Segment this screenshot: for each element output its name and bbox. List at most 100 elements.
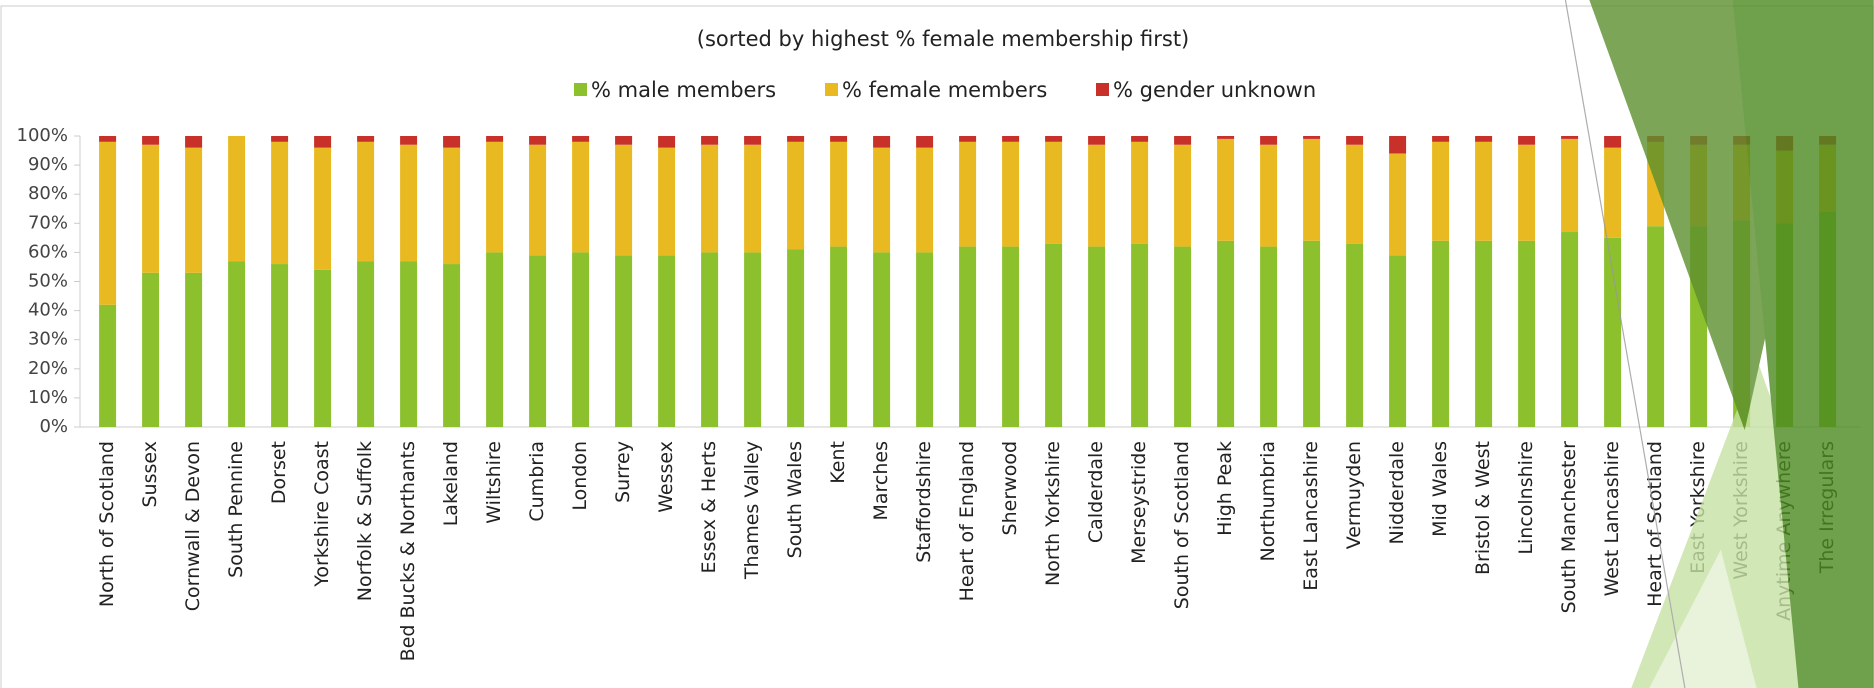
- x-tick-label: Sherwood: [999, 441, 1021, 535]
- x-tick-label: Vermuyden: [1343, 441, 1365, 549]
- bar-segment: [873, 147, 891, 253]
- bar-segment: [787, 136, 805, 142]
- legend-label: % gender unknown: [1113, 78, 1316, 102]
- x-tick-label: Dorset: [268, 441, 290, 504]
- x-tick-label: Thames Valley: [741, 441, 763, 580]
- bar-segment: [400, 144, 418, 262]
- bar-segment: [1131, 136, 1149, 142]
- y-tick-label: 20%: [28, 358, 68, 379]
- bar-segment: [1260, 144, 1278, 247]
- bar-segment: [744, 136, 762, 145]
- bar-segment: [959, 246, 977, 427]
- x-tick-label: Wiltshire: [483, 441, 505, 524]
- bar-segment: [185, 147, 203, 273]
- x-tick-label: Bed Bucks & Northants: [397, 441, 419, 661]
- bar-segment: [916, 252, 934, 427]
- bar-segment: [1174, 144, 1192, 247]
- bar-segment: [1561, 136, 1579, 139]
- bar-segment: [701, 144, 719, 253]
- x-tick-label: North of Scotland: [96, 441, 118, 607]
- x-tick-label: Lincolnshire: [1515, 441, 1537, 555]
- bar-segment: [99, 304, 117, 427]
- bar-segment: [357, 141, 375, 262]
- bar-segment: [873, 252, 891, 427]
- bar-segment: [1518, 240, 1536, 427]
- y-tick-label: 60%: [28, 241, 68, 262]
- bar-segment: [400, 261, 418, 427]
- bar-segment: [529, 136, 547, 145]
- bar-segment: [1174, 136, 1192, 145]
- x-tick-label: East Lancashire: [1300, 441, 1322, 591]
- bar-segment: [1217, 136, 1235, 139]
- bar-segment: [486, 252, 504, 427]
- bar-segment: [1088, 136, 1106, 145]
- bar-segment: [314, 147, 332, 270]
- bar-segment: [830, 136, 848, 142]
- bar-segment: [1518, 144, 1536, 241]
- bar-segment: [1002, 246, 1020, 427]
- x-tick-label: Wessex: [655, 441, 677, 513]
- bar-segment: [1432, 136, 1450, 142]
- bar-segment: [314, 136, 332, 148]
- bar-segment: [615, 136, 633, 145]
- legend: % male members % female members % gender u…: [574, 78, 1316, 102]
- bar-segment: [744, 144, 762, 253]
- bar-segment: [529, 255, 547, 427]
- bar-segment: [1561, 232, 1579, 427]
- bar-segment: [1303, 240, 1321, 427]
- bar-segment: [1561, 138, 1579, 233]
- bar-segment: [314, 269, 332, 427]
- x-tick-label: Norfolk & Suffolk: [354, 441, 376, 601]
- bar-segment: [873, 136, 891, 148]
- bar-segment: [185, 136, 203, 148]
- x-tick-label: Cumbria: [526, 441, 548, 522]
- bar-segment: [787, 141, 805, 250]
- bar-segment: [1432, 141, 1450, 241]
- bar-segment: [400, 136, 418, 145]
- bar-segment: [1002, 136, 1020, 142]
- x-tick-label: London: [569, 441, 591, 511]
- x-tick-label: Heart of England: [956, 441, 978, 601]
- bar-segment: [572, 136, 590, 142]
- bar-segment: [916, 136, 934, 148]
- bar-segment: [443, 264, 461, 427]
- bar-segment: [99, 136, 117, 142]
- bar-segment: [142, 144, 160, 273]
- y-tick-label: 40%: [28, 300, 68, 321]
- bar-segment: [959, 136, 977, 142]
- deco-dark: [1732, 0, 1874, 688]
- x-tick-label: South Manchester: [1558, 441, 1580, 614]
- bar-segment: [1045, 243, 1063, 427]
- bar-segment: [228, 136, 246, 262]
- bar-segment: [1389, 136, 1407, 154]
- x-tick-label: Yorkshire Coast: [311, 441, 333, 588]
- y-tick-label: 10%: [28, 387, 68, 408]
- x-tick-label: Marches: [870, 441, 892, 521]
- bar-segment: [357, 136, 375, 142]
- bar-segment: [271, 136, 289, 142]
- legend-swatch: [574, 83, 587, 96]
- bar-segment: [1604, 136, 1622, 148]
- bar-segment: [443, 147, 461, 265]
- legend-swatch: [1096, 83, 1109, 96]
- bar-segment: [1475, 240, 1493, 427]
- bar-segment: [1389, 255, 1407, 427]
- y-tick-label: 100%: [17, 125, 68, 146]
- x-tick-label: South Wales: [784, 441, 806, 558]
- bar-segment: [1217, 138, 1235, 241]
- x-tick-label: South of Scotland: [1171, 441, 1193, 609]
- x-tick-label: Kent: [827, 441, 849, 484]
- bar-segment: [744, 252, 762, 427]
- bar-segment: [1518, 136, 1536, 145]
- bar-segment: [615, 255, 633, 427]
- deco-pale: [1649, 549, 1757, 688]
- bar-segment: [1346, 144, 1364, 244]
- x-tick-label: South Pennine: [225, 441, 247, 578]
- bar-segment: [959, 141, 977, 247]
- x-tick-label: Bristol & West: [1472, 441, 1494, 575]
- bar-segment: [658, 147, 676, 256]
- plot: 0% 10% 20% 30% 40% 50% 60% 70% 80% 90% 100% North o…: [17, 125, 1860, 661]
- bar-segment: [615, 144, 633, 256]
- x-tick-label: Heart of Scotland: [1644, 441, 1666, 607]
